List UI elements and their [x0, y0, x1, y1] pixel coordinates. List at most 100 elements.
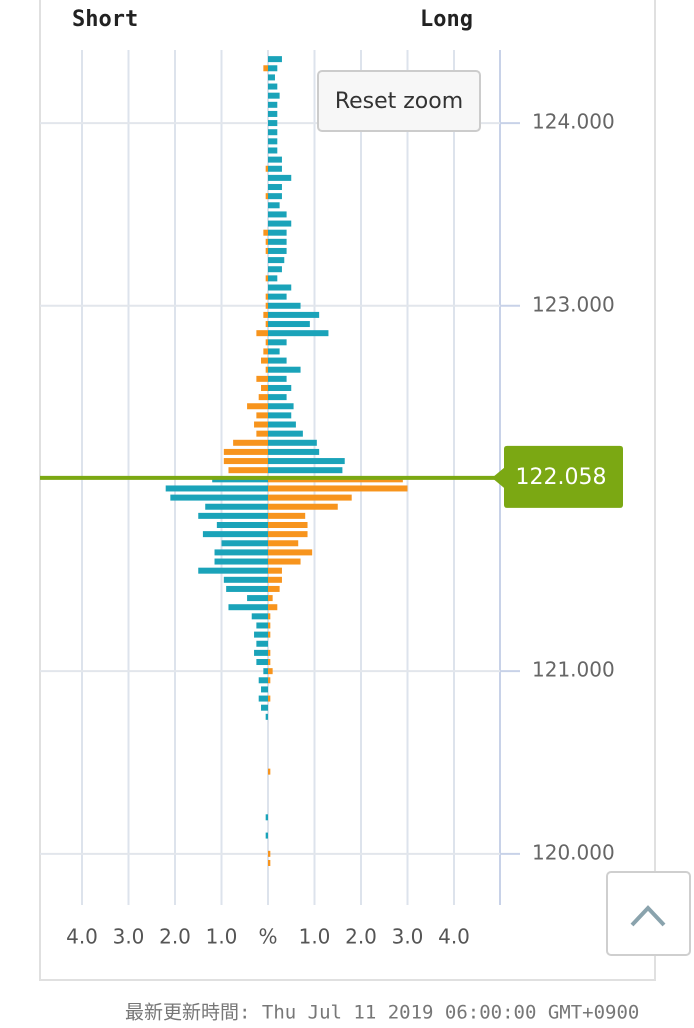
bar	[256, 375, 268, 382]
bar	[268, 101, 278, 108]
bar	[268, 275, 278, 282]
bar	[263, 348, 268, 355]
bar	[268, 321, 310, 328]
x-tick-label: 3.0	[392, 925, 424, 949]
bar	[268, 668, 273, 675]
bar	[261, 357, 268, 364]
bar	[258, 394, 268, 401]
bar	[268, 595, 273, 602]
bar	[268, 585, 280, 592]
bar	[268, 485, 408, 492]
x-tick-label: 1.0	[206, 925, 238, 949]
bar	[268, 129, 278, 136]
scroll-top-button[interactable]	[606, 871, 691, 956]
bar	[265, 293, 268, 300]
bar	[256, 640, 268, 647]
bars	[165, 56, 408, 866]
bar	[247, 403, 268, 410]
bar	[268, 430, 303, 437]
bar	[233, 439, 268, 446]
bar	[268, 604, 278, 611]
x-tick-label: 4.0	[438, 925, 470, 949]
bar	[261, 384, 268, 391]
bar	[223, 576, 268, 583]
bar	[226, 585, 268, 592]
bar	[256, 622, 268, 629]
bar	[265, 321, 268, 328]
bar	[268, 576, 282, 583]
bar	[256, 430, 268, 437]
bar	[268, 403, 294, 410]
x-tick-label: 2.0	[159, 925, 191, 949]
bar	[268, 138, 278, 145]
bar	[268, 120, 278, 127]
bar	[170, 494, 268, 501]
bar	[268, 613, 271, 620]
bar	[268, 467, 343, 474]
bar	[254, 631, 268, 638]
bar	[268, 512, 306, 519]
bar	[268, 247, 287, 254]
bar	[214, 558, 268, 565]
bar	[265, 302, 268, 309]
bar	[268, 56, 282, 63]
bar	[165, 485, 268, 492]
bar	[268, 184, 282, 191]
bar	[268, 394, 287, 401]
button-bg[interactable]	[317, 70, 481, 132]
bar	[268, 156, 282, 163]
x-tick-label: 4.0	[66, 925, 98, 949]
x-tick-label: 1.0	[299, 925, 331, 949]
button-bg[interactable]	[606, 871, 691, 956]
bar	[265, 275, 268, 282]
bar	[205, 503, 268, 510]
bar	[256, 330, 268, 337]
bar	[254, 421, 268, 428]
bar	[268, 448, 320, 455]
bar	[251, 613, 268, 620]
bar	[214, 549, 268, 556]
reset-zoom-button[interactable]: Reset zoom	[317, 70, 481, 132]
bar	[268, 311, 320, 318]
bar	[268, 302, 301, 309]
bar	[247, 595, 268, 602]
bar	[268, 266, 282, 273]
bar	[268, 330, 329, 337]
button-label[interactable]: Reset zoom	[335, 89, 463, 114]
bar	[265, 366, 268, 373]
bar	[268, 174, 292, 181]
update-time: 最新更新時間: Thu Jul 11 2019 06:00:00 GMT+090…	[125, 1002, 639, 1024]
x-tick-label: 3.0	[113, 925, 145, 949]
y-tick-label: 120.000	[532, 840, 615, 864]
bar	[268, 220, 292, 227]
bar	[268, 458, 345, 465]
y-tick-label: 121.000	[532, 658, 615, 682]
bar	[254, 649, 268, 656]
bar	[268, 193, 282, 200]
long-header: Long	[420, 7, 473, 32]
bar	[268, 412, 292, 419]
bar	[265, 814, 268, 821]
bar	[268, 65, 278, 72]
bar	[265, 165, 268, 172]
bar	[263, 65, 268, 72]
bar	[268, 165, 282, 172]
x-tick-label: 2.0	[345, 925, 377, 949]
bar	[265, 193, 268, 200]
bar	[228, 467, 268, 474]
bar	[265, 832, 268, 839]
bar	[256, 412, 268, 419]
bar	[268, 257, 285, 264]
bar	[198, 567, 268, 574]
bar	[268, 74, 275, 81]
y-tick-label: 124.000	[532, 110, 615, 134]
bar	[268, 631, 271, 638]
chevron-up-icon[interactable]	[630, 905, 666, 927]
bar	[265, 713, 268, 720]
bar	[268, 211, 287, 218]
bar	[268, 202, 280, 209]
bar	[268, 649, 271, 656]
bar	[268, 659, 271, 666]
